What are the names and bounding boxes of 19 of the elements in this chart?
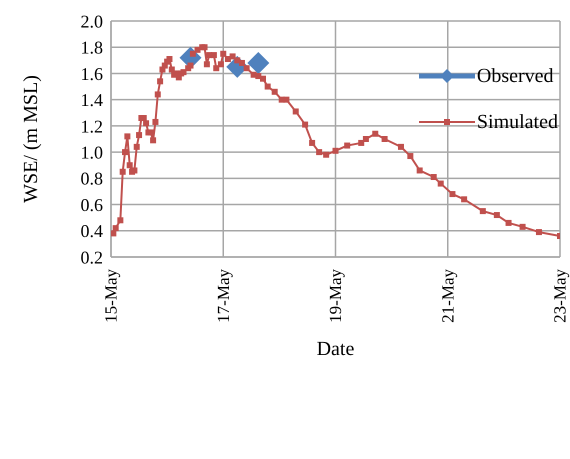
x-axis-title: Date: [316, 338, 354, 360]
y-axis-title: WSE/ (m MSL): [20, 75, 42, 203]
x-tick-label: 19-May: [326, 268, 345, 323]
x-tick-label: 15-May: [102, 268, 120, 323]
y-tick-label: 2.0: [80, 11, 103, 32]
x-tick-label: 17-May: [214, 268, 233, 323]
x-tick-label: 21-May: [438, 268, 458, 323]
y-tick-label: 1.4: [80, 90, 103, 110]
y-tick-label: 0.4: [80, 221, 103, 242]
y-tick-label: 0.8: [80, 168, 103, 189]
y-tick-label: 1.0: [80, 142, 103, 162]
y-tick-label: 0.2: [80, 247, 103, 268]
y-tick-label: 0.6: [80, 194, 103, 215]
y-tick-label: 1.2: [80, 116, 103, 136]
y-tick-label: 1.6: [80, 64, 103, 84]
x-tick-label: 23-May: [550, 268, 570, 323]
legend-label: Observed: [476, 64, 554, 88]
legend-label: Simulated: [476, 110, 558, 134]
y-tick-label: 1.8: [80, 38, 103, 58]
